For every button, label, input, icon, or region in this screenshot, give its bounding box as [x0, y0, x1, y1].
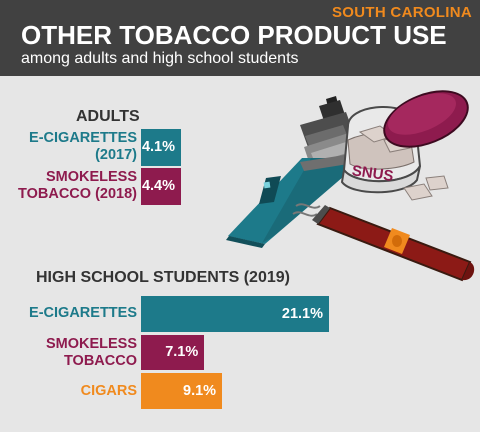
adults-section-title: ADULTS — [76, 108, 140, 125]
adults-ecig-bar — [141, 129, 181, 166]
hs-cigars-value-label: 9.1% — [183, 383, 217, 399]
snus-tin-icon: SNUS — [340, 90, 469, 201]
adults-ecig-category-label: E-CIGARETTES (2017) — [29, 130, 137, 163]
high-school-section-title: HIGH SCHOOL STUDENTS (2019) — [36, 269, 290, 286]
page-title: OTHER TOBACCO PRODUCT USE — [21, 20, 447, 50]
snus-label: SNUS — [351, 162, 395, 185]
hs-ecig-category-label: E-CIGARETTES — [29, 305, 137, 321]
e-cigarette-icon — [226, 96, 365, 248]
hs-cigars-category-label: CIGARS — [80, 383, 137, 399]
cigar-icon — [292, 203, 475, 282]
hs-smokeless-category-label: SMOKELESS TOBACCO — [45, 336, 137, 369]
adults-smokeless-bar — [141, 168, 181, 205]
adults-smokeless-category-label: SMOKELESS TOBACCO (2018) — [18, 169, 137, 202]
adults-smokeless-value-label: 4.4% — [141, 178, 175, 194]
hs-smokeless-bar — [141, 335, 205, 370]
state-label: SOUTH CAROLINA — [331, 4, 472, 21]
page-subtitle: among adults and high school students — [21, 50, 299, 67]
adults-ecig-value-label: 4.1% — [141, 139, 175, 155]
hs-ecig-bar — [141, 296, 329, 332]
hs-ecig-value-label: 21.1% — [281, 306, 323, 322]
header-banner: SOUTH CAROLINA OTHER TOBACCO PRODUCT USE… — [0, 0, 480, 76]
hs-cigars-bar — [141, 373, 223, 409]
hs-smokeless-value-label: 7.1% — [165, 344, 199, 360]
